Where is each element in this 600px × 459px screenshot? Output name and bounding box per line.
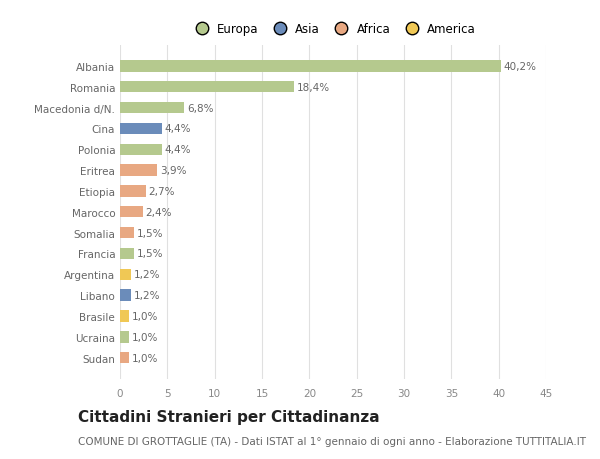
Text: 2,4%: 2,4%: [146, 207, 172, 217]
Bar: [120, 290, 131, 301]
Text: 1,2%: 1,2%: [134, 291, 161, 301]
Text: 1,2%: 1,2%: [134, 270, 161, 280]
Bar: [120, 165, 157, 176]
Text: 3,9%: 3,9%: [160, 166, 186, 176]
Bar: [120, 82, 294, 93]
Bar: [120, 311, 130, 322]
Bar: [120, 207, 143, 218]
Bar: [120, 144, 161, 156]
Text: 6,8%: 6,8%: [187, 103, 214, 113]
Text: 18,4%: 18,4%: [297, 83, 330, 93]
Bar: [120, 227, 134, 239]
Bar: [120, 61, 500, 73]
Bar: [120, 123, 161, 135]
Text: 1,0%: 1,0%: [133, 332, 158, 342]
Bar: [120, 269, 131, 280]
Bar: [120, 352, 130, 364]
Bar: [120, 186, 146, 197]
Text: COMUNE DI GROTTAGLIE (TA) - Dati ISTAT al 1° gennaio di ogni anno - Elaborazione: COMUNE DI GROTTAGLIE (TA) - Dati ISTAT a…: [78, 436, 586, 446]
Text: 4,4%: 4,4%: [164, 145, 191, 155]
Text: 40,2%: 40,2%: [503, 62, 536, 72]
Legend: Europa, Asia, Africa, America: Europa, Asia, Africa, America: [185, 18, 481, 41]
Text: 1,0%: 1,0%: [133, 353, 158, 363]
Text: 1,5%: 1,5%: [137, 249, 164, 259]
Text: 2,7%: 2,7%: [148, 186, 175, 196]
Text: 1,5%: 1,5%: [137, 228, 164, 238]
Bar: [120, 103, 184, 114]
Bar: [120, 248, 134, 260]
Text: Cittadini Stranieri per Cittadinanza: Cittadini Stranieri per Cittadinanza: [78, 409, 380, 425]
Text: 1,0%: 1,0%: [133, 311, 158, 321]
Text: 4,4%: 4,4%: [164, 124, 191, 134]
Bar: [120, 331, 130, 343]
